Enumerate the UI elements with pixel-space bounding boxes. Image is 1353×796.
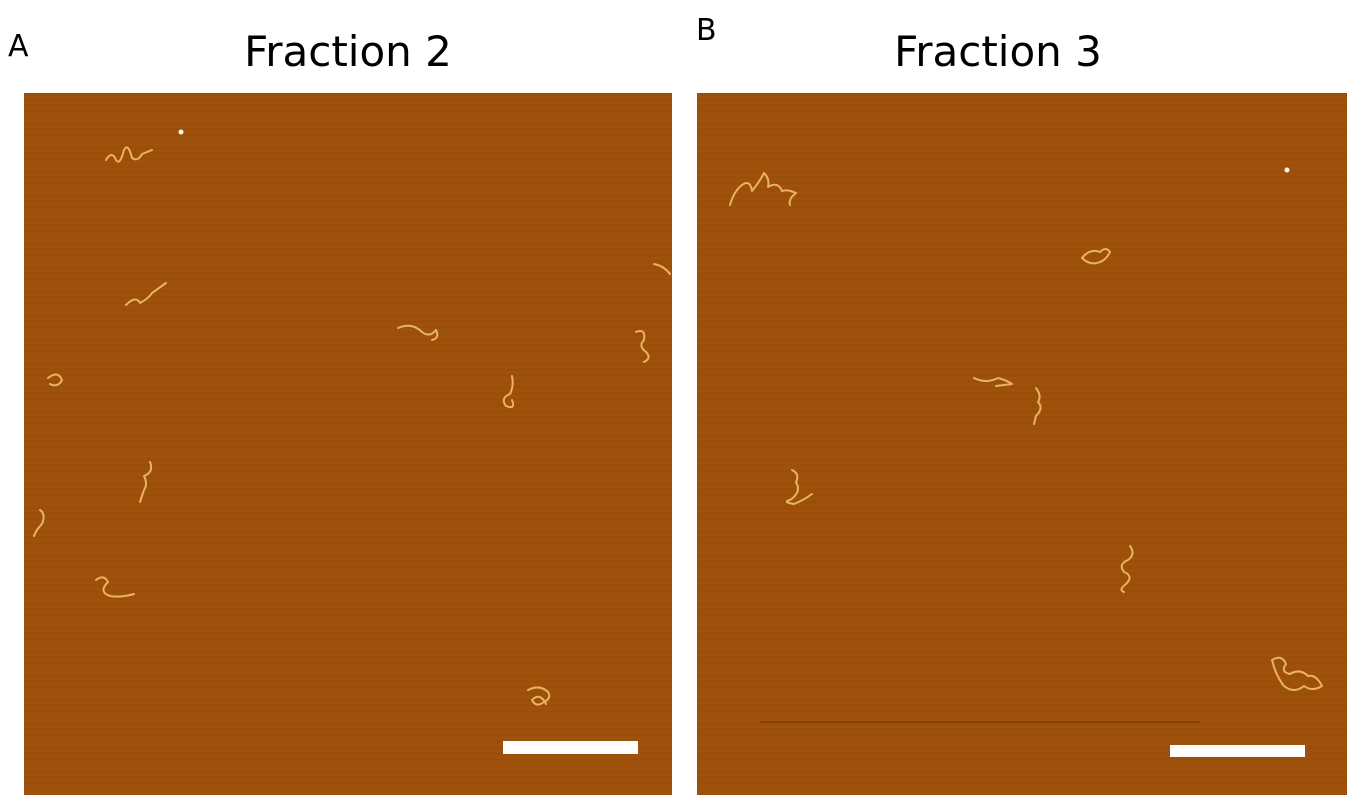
panel-a: A Fraction 2 xyxy=(8,27,672,795)
panel-title: Fraction 3 xyxy=(894,27,1102,76)
panel-label: A xyxy=(8,29,29,64)
scale-bar xyxy=(1170,745,1305,757)
panel-title: Fraction 2 xyxy=(244,27,452,76)
panel-label: B xyxy=(696,13,717,48)
afm-image xyxy=(697,93,1347,795)
afm-image xyxy=(24,93,672,795)
scale-bar xyxy=(503,741,638,754)
figure: A Fraction 2 B Fraction 3 xyxy=(0,0,1353,796)
panel-b: B Fraction 3 xyxy=(696,13,1347,795)
